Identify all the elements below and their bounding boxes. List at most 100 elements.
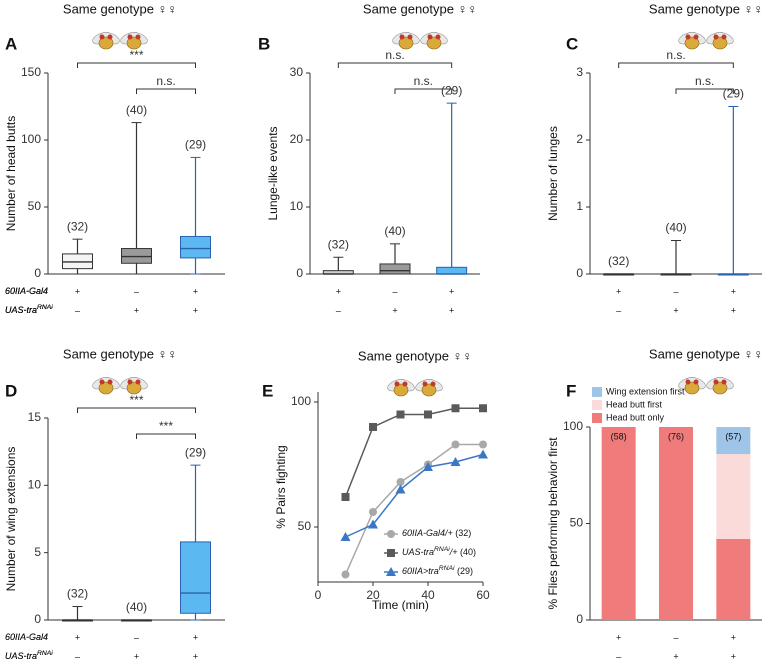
fly-eye [135, 379, 141, 385]
fly-body [126, 36, 142, 50]
text-part: 60IIA-Gal4 [5, 632, 48, 642]
y-axis-label: Lunge-like events [266, 126, 280, 220]
genotype-value: – [392, 286, 397, 296]
text-part: 60IIA-Gal4/+ [402, 528, 453, 538]
text-part: RNAi [37, 304, 53, 311]
genotype-value: + [449, 305, 454, 315]
y-tick-label: 5 [34, 545, 41, 559]
x-tick-label: 60 [476, 588, 490, 602]
x-tick-label: 40 [421, 588, 435, 602]
genotype-label: UAS-traRNAi [5, 304, 53, 315]
n-label: (40) [665, 221, 686, 235]
significance-bracket [675, 88, 734, 94]
y-tick-label: 50 [570, 516, 584, 530]
genotype-value: – [134, 286, 139, 296]
y-tick-label: 150 [21, 65, 41, 79]
text-part: UAS-tra [402, 547, 434, 557]
fly-body [126, 381, 142, 395]
fly-eye [435, 34, 441, 40]
genotype-value: + [336, 286, 341, 296]
series-line [345, 453, 484, 538]
y-tick-label: 30 [290, 65, 304, 79]
panel-letter: B [258, 34, 270, 53]
chart-title: Same genotype ♀♀ [649, 346, 763, 361]
chart-title: Same genotype ♀♀ [63, 1, 177, 16]
legend-marker [387, 530, 395, 538]
y-tick-label: 15 [28, 410, 42, 424]
fly-eye [693, 379, 699, 385]
genotype-value: – [616, 305, 621, 315]
genotype-value: + [449, 286, 454, 296]
n-label: (29) [185, 138, 206, 152]
genotype-value: + [616, 286, 621, 296]
fly-body [684, 36, 700, 50]
n-label: (58) [611, 431, 627, 441]
text-part: (40) [458, 547, 477, 557]
genotype-value: + [193, 286, 198, 296]
genotype-label: 60IIA-Gal4 [5, 286, 48, 296]
fly-eye [693, 34, 699, 40]
genotype-value: + [193, 632, 198, 642]
genotype-label: UAS-traRNAi [5, 304, 53, 315]
y-tick-label: 0 [296, 266, 303, 280]
significance-label: *** [129, 393, 143, 407]
text-part: UAS-tra [5, 305, 37, 315]
significance-label: n.s. [695, 74, 714, 88]
text-part: UAS-tra [5, 305, 37, 315]
fly-eye [685, 34, 691, 40]
text-part: UAS-tra [5, 305, 37, 315]
fly-eye [713, 379, 719, 385]
y-tick-label: 10 [28, 478, 42, 492]
genotype-value: + [673, 651, 678, 661]
significance-label: n.s. [385, 48, 404, 62]
fly-body [98, 381, 114, 395]
legend-swatch [592, 400, 602, 410]
series-line [344, 407, 483, 498]
genotype-value: + [731, 305, 736, 315]
genotype-value: + [731, 632, 736, 642]
y-axis-label: Number of lunges [546, 126, 560, 221]
legend-swatch [592, 387, 602, 397]
n-label: (40) [384, 224, 405, 238]
genotype-value: – [616, 651, 621, 661]
n-label: (40) [126, 600, 147, 614]
genotype-value: – [673, 286, 678, 296]
significance-bracket [337, 62, 453, 68]
panel-letter: C [566, 34, 578, 53]
genotype-value: + [731, 651, 736, 661]
fly-body [684, 381, 700, 395]
genotype-value: – [75, 651, 80, 661]
fly-body [712, 36, 728, 50]
genotype-label: UAS-traRNAi [5, 650, 53, 661]
genotype-label: 60IIA-Gal4 [5, 286, 48, 296]
fly-eye [107, 379, 113, 385]
point [423, 462, 433, 471]
series-line [344, 443, 483, 575]
fly-eye [394, 381, 400, 387]
y-axis-label: % Pairs fighting [274, 445, 288, 528]
point [340, 532, 351, 541]
legend-label: Wing extension first [606, 386, 685, 396]
n-label: (32) [608, 254, 629, 268]
x-tick-label: 0 [315, 588, 322, 602]
y-tick-label: 0 [34, 612, 41, 626]
significance-label: n.s. [666, 48, 685, 62]
n-label: (57) [725, 431, 741, 441]
genotype-value: – [336, 305, 341, 315]
point [450, 457, 461, 466]
fly-eye [422, 381, 428, 387]
y-tick-label: 1 [576, 199, 583, 213]
chart-title: Same genotype ♀♀ [358, 348, 472, 363]
y-tick-label: 50 [298, 519, 312, 533]
legend-label: UAS-traRNAi/+ (40) [402, 546, 476, 557]
point [341, 570, 350, 579]
fly-body [393, 383, 409, 397]
legend-label: 60IIA-Gal4/+ (32) [402, 528, 471, 538]
text-part: 60IIA-Gal4 [5, 286, 48, 296]
significance-bracket [77, 407, 196, 413]
genotype-value: + [392, 305, 397, 315]
genotype-value: – [75, 305, 80, 315]
chart-title: Same genotype ♀♀ [363, 1, 477, 16]
genotype-value: – [134, 632, 139, 642]
